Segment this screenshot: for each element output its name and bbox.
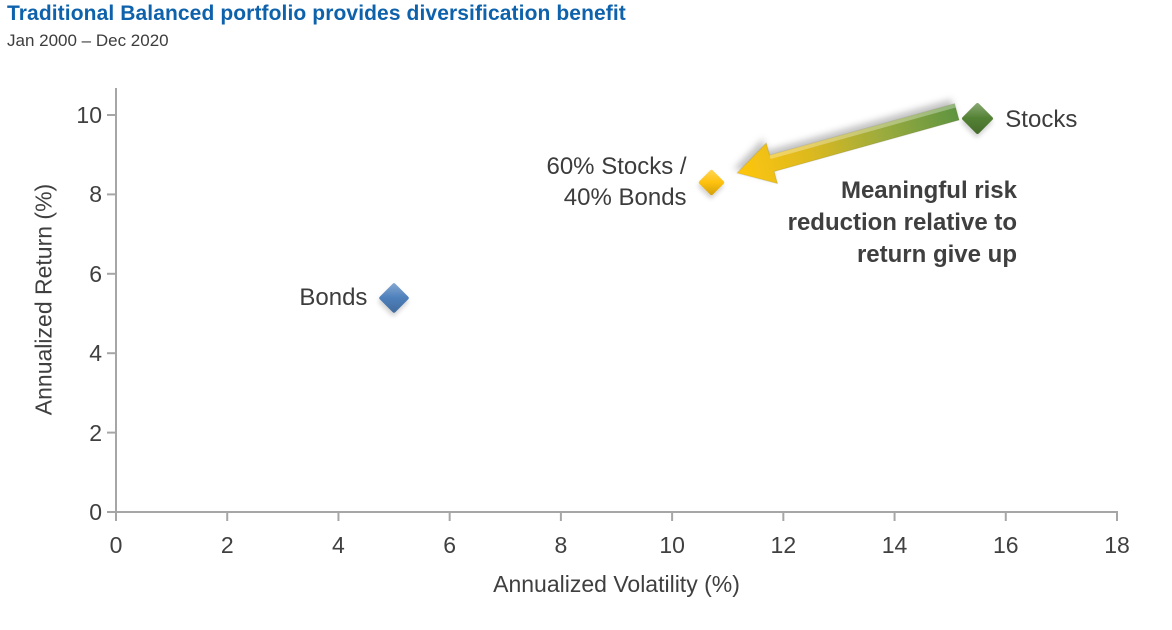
- annotation-text: Meaningful risk reduction relative to re…: [517, 175, 1017, 271]
- annotation-arrow: [736, 103, 960, 185]
- y-tick-label: 8: [89, 181, 102, 208]
- annotation-line-2: reduction relative to: [787, 209, 1017, 236]
- label-60-stocks-40-bonds: 60% Stocks / 40% Bonds: [546, 153, 687, 212]
- x-tick-label: 18: [1104, 532, 1130, 558]
- x-tick-label: 6: [443, 532, 457, 558]
- x-tick-label: 14: [881, 532, 908, 558]
- y-tick-label: 2: [89, 419, 102, 446]
- y-tick-label: 4: [89, 340, 102, 367]
- chart-subtitle: Jan 2000 – Dec 2020: [7, 31, 169, 50]
- annotation-line-3: return give up: [856, 241, 1017, 268]
- x-tick-label: 4: [332, 532, 345, 558]
- label-stocks: Stocks: [1005, 105, 1078, 133]
- x-axis-title: Annualized Volatility (%): [493, 571, 740, 597]
- y-tick-label: 0: [89, 499, 102, 525]
- x-tick-label: 2: [220, 532, 234, 558]
- label-bonds: Bonds: [299, 284, 368, 312]
- y-tick-label: 6: [89, 260, 102, 287]
- y-tick-label: 10: [76, 102, 102, 128]
- x-tick-label: 0: [109, 532, 123, 558]
- annotation-line-1: Meaningful risk: [840, 177, 1017, 204]
- x-tick-label: 8: [554, 532, 568, 558]
- chart-title: Traditional Balanced portfolio provides …: [7, 2, 626, 25]
- x-tick-label: 10: [659, 532, 685, 558]
- x-tick-label: 16: [992, 532, 1019, 558]
- x-tick-label: 12: [770, 532, 797, 558]
